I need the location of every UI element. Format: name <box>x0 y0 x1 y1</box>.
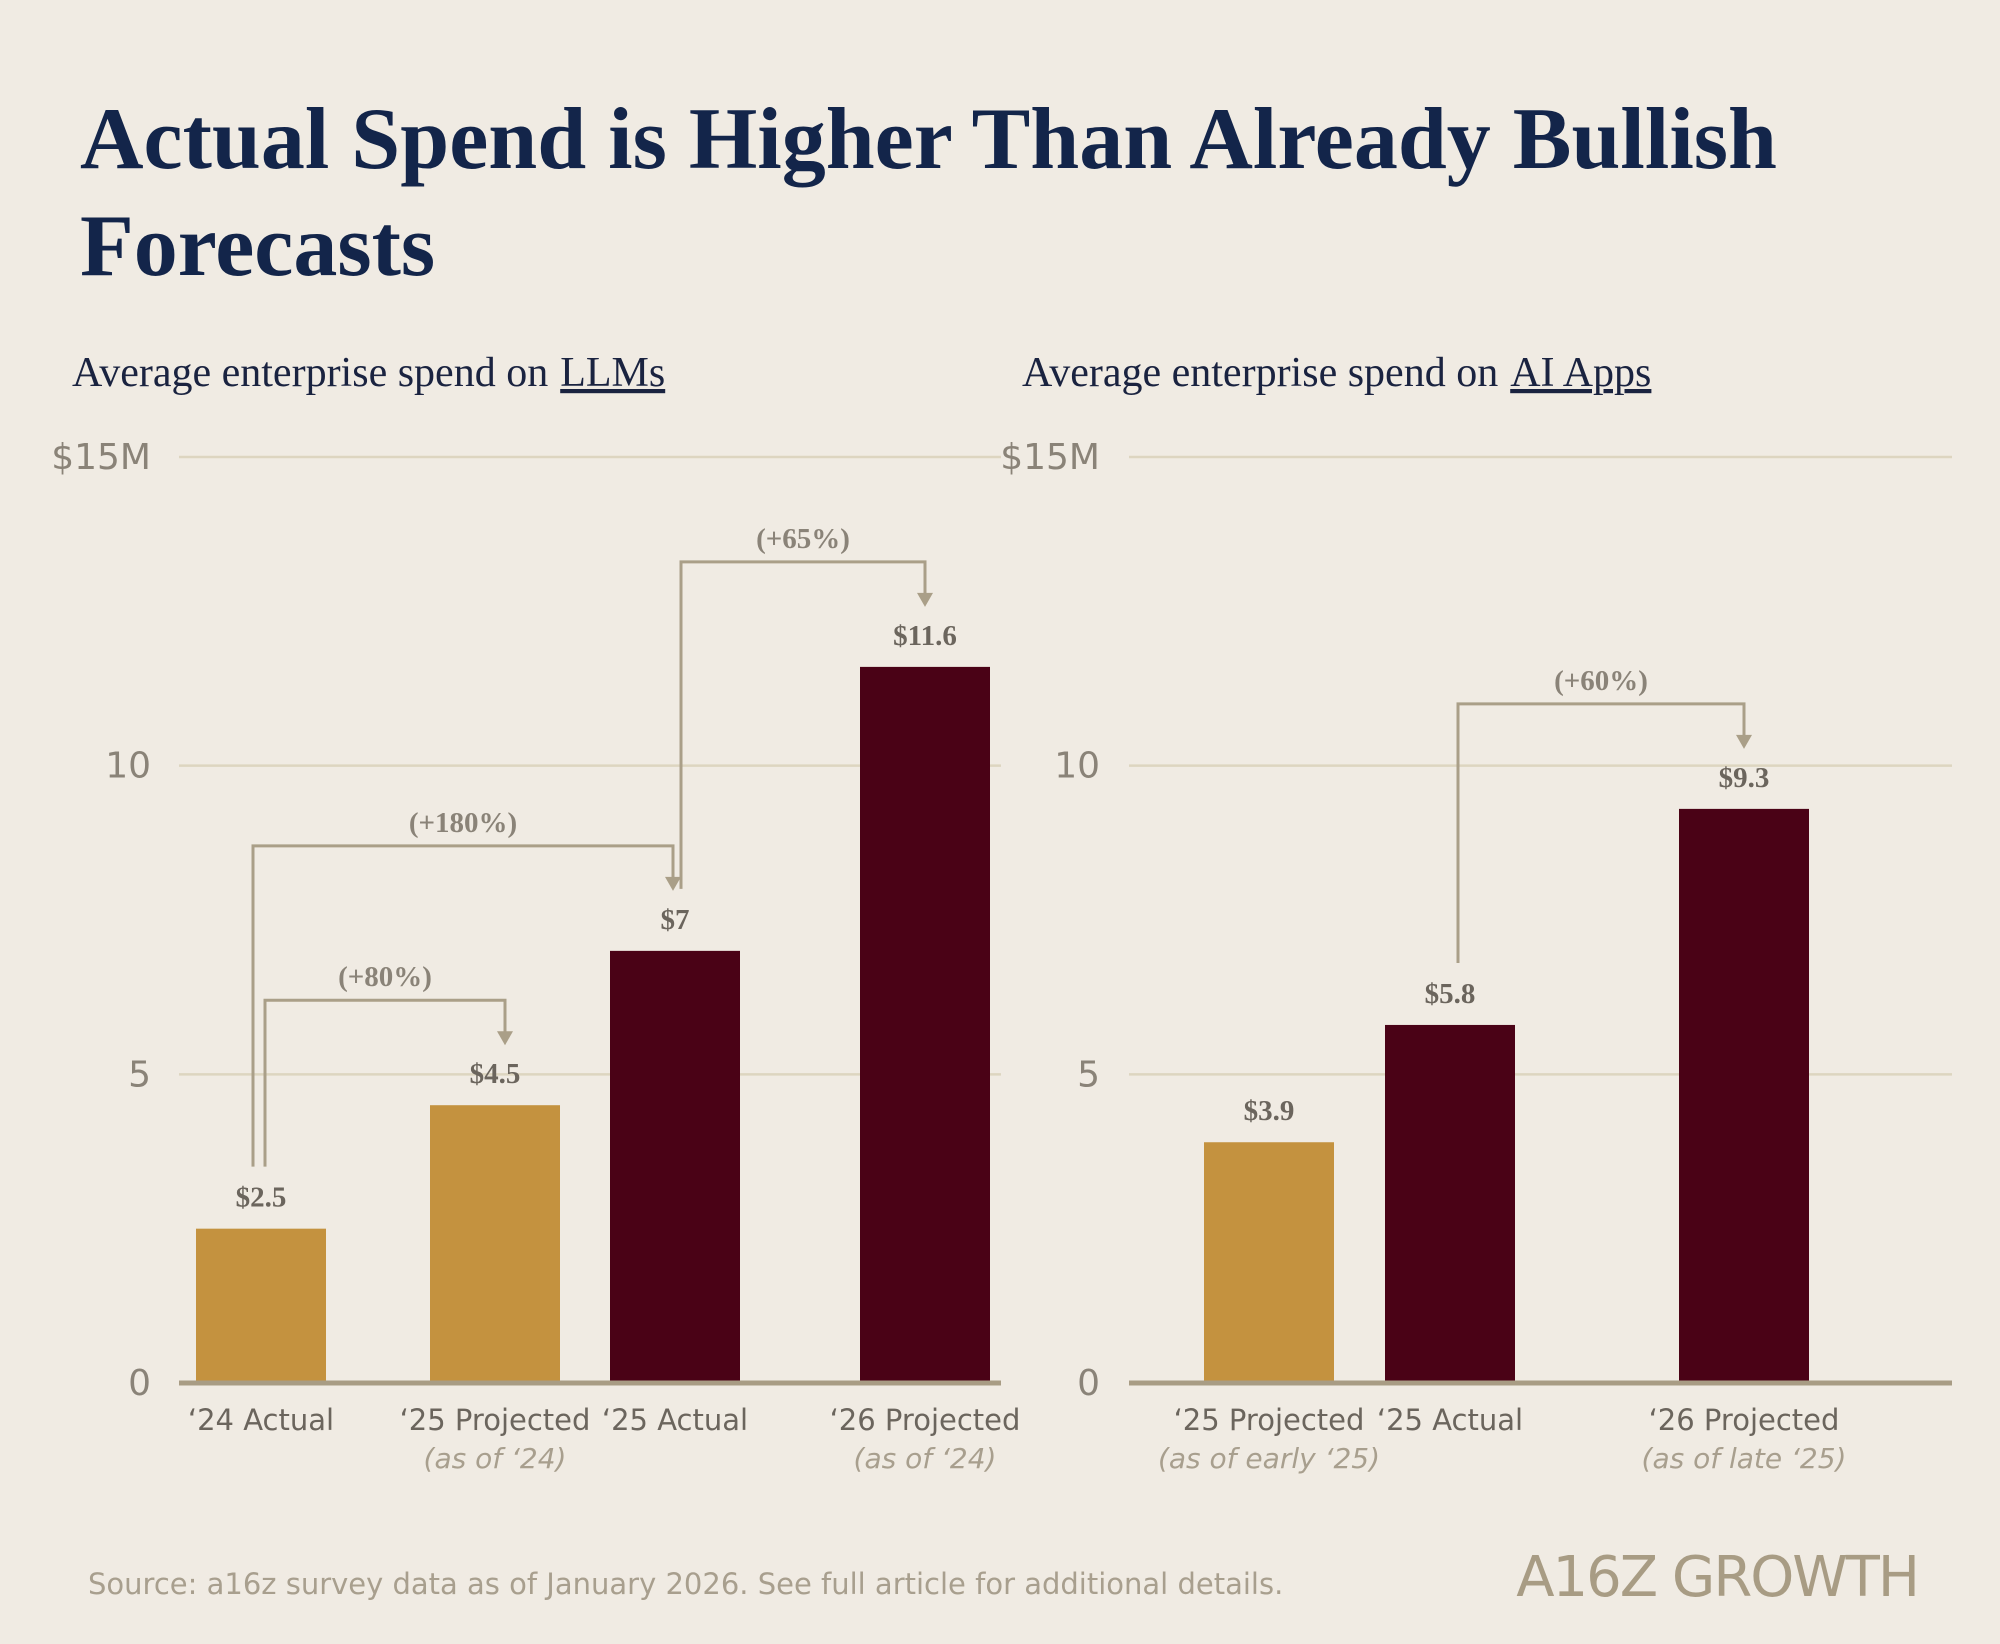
annotation: (+60%) <box>1554 665 1648 697</box>
title: Actual Spend is Higher Than Already Bull… <box>80 91 1777 188</box>
subtitle-text: Average enterprise spend on <box>1022 350 1498 396</box>
x-tick-label: ‘24 Actual <box>188 1403 334 1437</box>
y-tick-label: 0 <box>128 1363 151 1404</box>
y-tick-label: $15M <box>1000 437 1100 478</box>
y-tick-label: 5 <box>1077 1054 1100 1095</box>
annotation: (+65%) <box>756 523 850 555</box>
arrow-head <box>917 592 933 607</box>
bar <box>196 1228 326 1383</box>
value-label: $4.5 <box>470 1058 521 1090</box>
arrow-head <box>497 1031 513 1046</box>
y-tick-label: 0 <box>1077 1363 1100 1404</box>
subtitle-text: Average enterprise spend on <box>72 350 548 396</box>
y-tick-label: $15M <box>51 437 151 478</box>
x-tick-label: ‘25 Actual <box>602 1403 748 1437</box>
x-tick-label: ‘25 Actual <box>1377 1403 1523 1437</box>
bar <box>430 1105 560 1383</box>
x-tick-label: ‘26 Projected <box>1649 1403 1840 1437</box>
annotation: (+180%) <box>409 807 517 839</box>
arrow-head <box>1736 734 1752 749</box>
annotation: (+80%) <box>338 961 432 993</box>
x-tick-label: ‘25 Projected <box>400 1403 591 1437</box>
arrow-head <box>665 876 681 891</box>
category-note: (as of ‘24) <box>424 1442 567 1475</box>
subtitle: Average enterprise spend on LLMs <box>72 350 665 396</box>
annotation-arrow <box>1456 702 1746 963</box>
x-tick-label: ‘26 Projected <box>830 1403 1021 1437</box>
category-note: (as of early ‘25) <box>1158 1442 1380 1475</box>
subtitle-emphasis: AI Apps <box>1510 350 1651 396</box>
y-tick-label: 10 <box>105 746 151 787</box>
bar <box>860 666 990 1383</box>
bar <box>1385 1024 1515 1383</box>
bar <box>1679 808 1809 1383</box>
source: Source: a16z survey data as of January 2… <box>88 1567 1283 1601</box>
bar <box>1204 1142 1334 1383</box>
title: Forecasts <box>80 198 435 295</box>
y-tick-label: 10 <box>1054 746 1100 787</box>
value-label: $11.6 <box>893 620 957 652</box>
category-note: (as of ‘24) <box>854 1442 997 1475</box>
y-tick-label: 5 <box>128 1054 151 1095</box>
value-label: $9.3 <box>1719 762 1770 794</box>
value-label: $7 <box>661 904 690 936</box>
subtitle-emphasis: LLMs <box>560 350 665 396</box>
subtitle: Average enterprise spend on AI Apps <box>1022 350 1651 396</box>
value-label: $5.8 <box>1425 978 1476 1010</box>
logo: A16Z GROWTH <box>1516 1545 1918 1610</box>
annotation-arrow <box>251 844 675 1167</box>
bar <box>610 950 740 1383</box>
annotation-arrow <box>263 998 507 1167</box>
annotation-arrow <box>679 560 927 889</box>
x-tick-label: ‘25 Projected <box>1174 1403 1365 1437</box>
category-note: (as of late ‘25) <box>1642 1442 1847 1475</box>
value-label: $3.9 <box>1244 1095 1295 1127</box>
value-label: $2.5 <box>236 1182 287 1214</box>
